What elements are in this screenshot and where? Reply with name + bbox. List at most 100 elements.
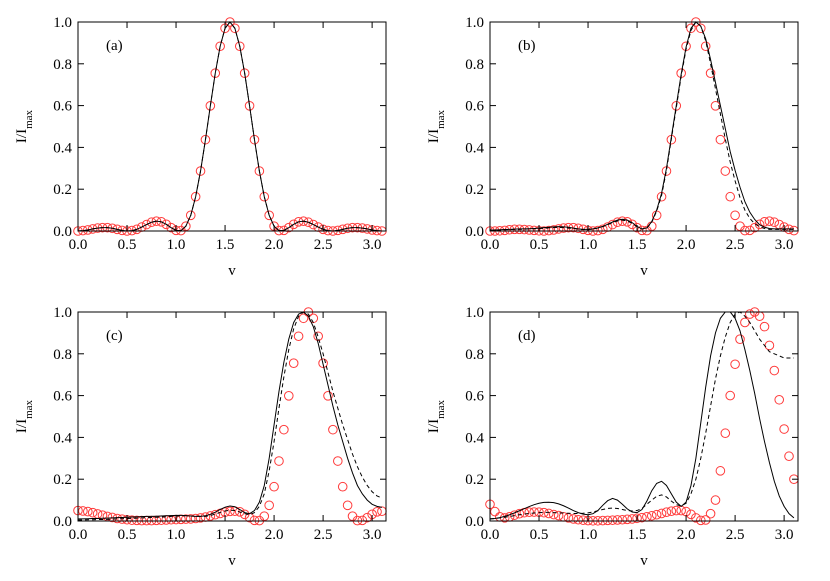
data-point xyxy=(632,222,642,233)
data-point xyxy=(661,507,672,518)
data-point xyxy=(377,506,387,516)
y-axis-label-sub: max xyxy=(23,109,35,128)
data-point xyxy=(141,219,152,230)
y-tick-label: 0.4 xyxy=(465,140,484,156)
y-tick-label: 0.8 xyxy=(465,57,484,73)
x-tick-label: 0.0 xyxy=(69,237,88,253)
data-point xyxy=(190,513,201,524)
x-tick-label: 1.0 xyxy=(167,237,186,253)
data-point xyxy=(612,515,623,525)
data-point xyxy=(671,505,682,516)
data-point xyxy=(362,512,373,523)
data-point xyxy=(691,513,701,523)
panel: 0.0 0.5 1.0 1.5 2.0 2.5 3.0 0.0 0.2 0.4 0.6 0.8 1.0 v… xyxy=(426,15,799,279)
data-point xyxy=(578,515,588,525)
data-point xyxy=(490,506,500,517)
data-point xyxy=(259,511,270,521)
data-point xyxy=(524,507,535,518)
data-point xyxy=(710,495,721,505)
y-tick-label: 0.2 xyxy=(53,472,72,488)
dashed-line xyxy=(490,21,794,231)
x-tick-label: 3.0 xyxy=(363,527,382,543)
data-point xyxy=(637,512,647,523)
data-point xyxy=(337,481,348,492)
y-tick-label: 0.2 xyxy=(465,472,484,488)
data-point xyxy=(283,222,294,233)
data-point xyxy=(514,508,525,519)
y-tick-label: 1.0 xyxy=(53,305,72,321)
y-tick-label: 0.0 xyxy=(465,224,484,240)
data-point xyxy=(700,515,711,525)
data-point xyxy=(740,317,750,328)
data-point xyxy=(779,424,789,434)
data-point xyxy=(597,224,608,235)
panel: 0.0 0.5 1.0 1.5 2.0 2.5 3.0 0.0 0.2 0.4 0.6 0.8 1.0 v… xyxy=(14,305,387,569)
y-tick-label: 0.8 xyxy=(465,347,484,363)
data-point xyxy=(239,68,250,79)
data-point xyxy=(83,506,93,517)
x-tick-label: 1.5 xyxy=(216,237,235,253)
x-tick-label: 1.5 xyxy=(628,527,647,543)
data-point xyxy=(254,166,265,176)
data-point xyxy=(328,424,338,435)
data-point xyxy=(132,224,142,235)
x-tick-label: 2.0 xyxy=(265,237,284,253)
data-point xyxy=(764,216,775,226)
data-point xyxy=(725,191,735,202)
data-point xyxy=(735,334,745,344)
y-axis-label-sub: max xyxy=(435,109,447,128)
y-tick-label: 0.2 xyxy=(53,182,72,198)
x-axis-label: v xyxy=(640,553,648,569)
data-point xyxy=(646,510,657,521)
data-point xyxy=(715,134,726,145)
data-point xyxy=(269,481,279,492)
y-axis-label: I/Imax xyxy=(426,399,447,433)
y-axis-label: I/Imax xyxy=(426,109,447,143)
data-point xyxy=(774,219,785,230)
y-tick-label: 1.0 xyxy=(465,305,484,321)
solid-line xyxy=(78,311,383,520)
data-point xyxy=(749,222,760,233)
data-point xyxy=(774,394,785,405)
plot-frame xyxy=(77,311,387,522)
data-point xyxy=(210,68,221,79)
data-point xyxy=(730,210,740,221)
x-tick-label: 3.0 xyxy=(775,237,794,253)
data-point xyxy=(181,514,191,524)
solid-line xyxy=(490,21,794,231)
data-point xyxy=(185,514,196,524)
x-tick-label: 0.5 xyxy=(118,527,137,543)
y-axis-label-sub: max xyxy=(23,399,35,418)
data-point xyxy=(342,223,353,234)
data-point xyxy=(553,510,564,521)
x-tick-label: 0.0 xyxy=(69,527,88,543)
dashed-line xyxy=(77,21,382,232)
data-point xyxy=(318,358,328,369)
data-point xyxy=(342,500,353,511)
data-point xyxy=(764,340,775,351)
data-point xyxy=(622,514,633,525)
data-point xyxy=(230,23,240,34)
data-point xyxy=(627,514,637,524)
panel-label: (b) xyxy=(518,38,536,54)
data-point xyxy=(234,41,245,52)
y-tick-label: 0.2 xyxy=(465,182,484,198)
data-point xyxy=(303,217,314,228)
x-tick-label: 2.5 xyxy=(726,237,745,253)
data-point xyxy=(529,507,539,517)
y-tick-label: 1.0 xyxy=(53,15,72,31)
y-tick-label: 0.6 xyxy=(465,99,484,115)
data-point xyxy=(298,313,309,324)
data-point xyxy=(568,514,579,524)
data-point xyxy=(695,515,706,526)
data-point xyxy=(298,216,309,226)
data-point xyxy=(637,225,647,236)
panel-label: (a) xyxy=(106,38,123,54)
y-tick-label: 0.4 xyxy=(53,430,72,446)
data-point xyxy=(249,134,260,145)
data-point xyxy=(166,222,176,233)
data-point xyxy=(132,515,142,526)
x-tick-label: 2.5 xyxy=(314,237,333,253)
y-tick-label: 0.6 xyxy=(53,389,72,405)
